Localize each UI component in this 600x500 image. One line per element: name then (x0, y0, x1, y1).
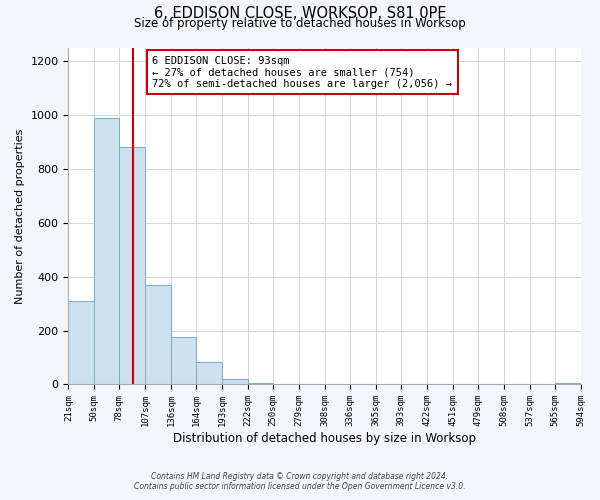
Y-axis label: Number of detached properties: Number of detached properties (15, 128, 25, 304)
Text: Size of property relative to detached houses in Worksop: Size of property relative to detached ho… (134, 18, 466, 30)
Bar (68, 301, 94, 384)
Bar (145, 284, 171, 384)
Bar (554, 383, 581, 384)
Bar (119, 147, 145, 384)
Bar (171, 338, 196, 384)
Text: 6, EDDISON CLOSE, WORKSOP, S81 0PE: 6, EDDISON CLOSE, WORKSOP, S81 0PE (154, 6, 446, 20)
Bar (94, 118, 119, 384)
Bar (222, 379, 248, 384)
Text: 6 EDDISON CLOSE: 93sqm
← 27% of detached houses are smaller (754)
72% of semi-de: 6 EDDISON CLOSE: 93sqm ← 27% of detached… (152, 56, 452, 89)
Bar (196, 362, 222, 384)
X-axis label: Distribution of detached houses by size in Worksop: Distribution of detached houses by size … (173, 432, 476, 445)
Text: Contains HM Land Registry data © Crown copyright and database right 2024.
Contai: Contains HM Land Registry data © Crown c… (134, 472, 466, 491)
Bar (248, 383, 273, 384)
